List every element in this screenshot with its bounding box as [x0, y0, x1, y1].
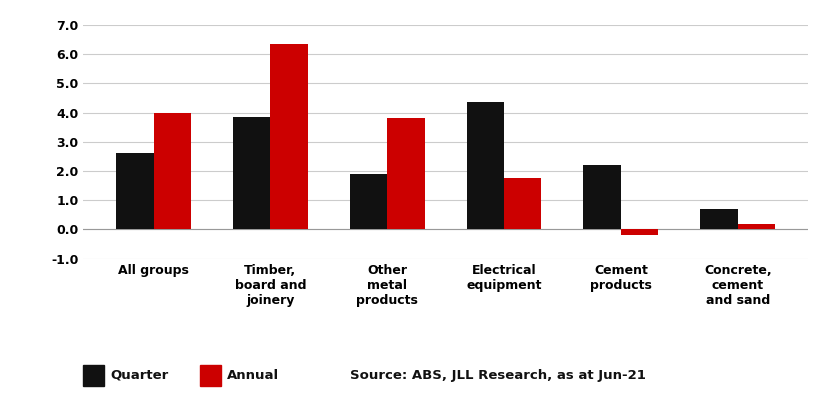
Bar: [271, 44, 308, 229]
Bar: [350, 174, 387, 229]
Bar: [233, 117, 271, 229]
Bar: [153, 113, 191, 229]
Bar: [583, 165, 621, 229]
Text: Annual: Annual: [227, 369, 279, 382]
Bar: [466, 103, 504, 229]
Bar: [701, 209, 738, 229]
Text: Source: ABS, JLL Research, as at Jun-21: Source: ABS, JLL Research, as at Jun-21: [350, 369, 646, 382]
Text: Quarter: Quarter: [110, 369, 168, 382]
Bar: [738, 224, 775, 229]
Bar: [117, 153, 153, 229]
Bar: [621, 229, 658, 235]
Bar: [504, 178, 541, 229]
Bar: [387, 118, 425, 229]
